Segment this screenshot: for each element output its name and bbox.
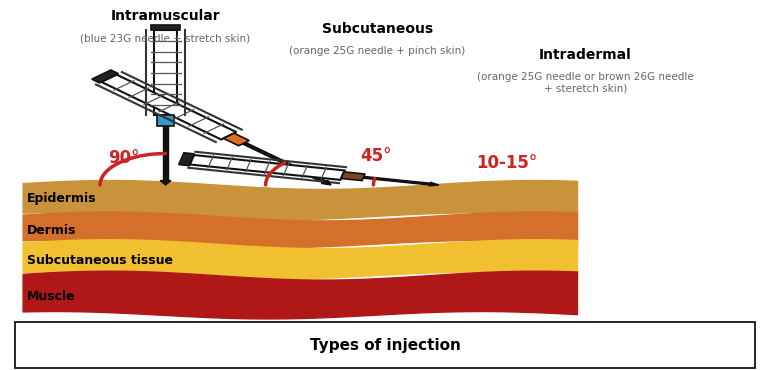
Polygon shape (163, 126, 168, 181)
Polygon shape (363, 176, 430, 185)
Text: Dermis: Dermis (27, 223, 76, 237)
Text: (orange 25G needle + pinch skin): (orange 25G needle + pinch skin) (290, 46, 465, 56)
Text: Intramuscular: Intramuscular (111, 9, 220, 23)
Text: Muscle: Muscle (27, 289, 75, 303)
Text: Subcutaneous: Subcutaneous (322, 22, 433, 36)
Polygon shape (189, 155, 344, 180)
Polygon shape (160, 181, 171, 185)
Polygon shape (223, 133, 249, 146)
Text: 45°: 45° (360, 147, 392, 165)
Text: Intradermal: Intradermal (539, 48, 631, 62)
Text: (blue 23G needle + stretch skin): (blue 23G needle + stretch skin) (81, 33, 250, 43)
Text: 10-15°: 10-15° (476, 154, 537, 172)
Text: (orange 25G needle or brown 26G needle
+ steretch skin): (orange 25G needle or brown 26G needle +… (477, 72, 694, 94)
Polygon shape (102, 75, 236, 139)
Polygon shape (23, 240, 578, 279)
Polygon shape (158, 115, 173, 126)
Polygon shape (23, 212, 578, 248)
Polygon shape (179, 153, 195, 166)
Polygon shape (23, 271, 578, 319)
Polygon shape (154, 30, 177, 115)
Polygon shape (23, 181, 578, 220)
Polygon shape (341, 172, 365, 181)
Polygon shape (321, 180, 331, 185)
Text: 90°: 90° (108, 149, 139, 167)
Text: Epidermis: Epidermis (27, 192, 96, 205)
Text: Types of injection: Types of injection (310, 338, 460, 353)
Polygon shape (243, 142, 326, 183)
Polygon shape (92, 70, 119, 83)
Polygon shape (429, 182, 439, 186)
FancyBboxPatch shape (15, 322, 755, 368)
Polygon shape (151, 25, 180, 30)
Text: Subcutaneous tissue: Subcutaneous tissue (27, 253, 173, 267)
